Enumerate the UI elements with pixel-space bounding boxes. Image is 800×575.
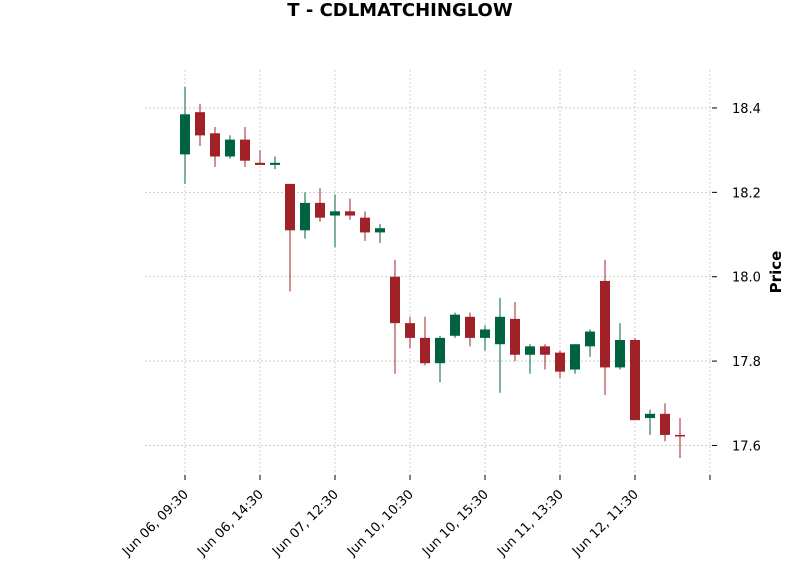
candles [180, 86, 685, 459]
candle-body-up [225, 139, 235, 157]
x-tick-label: Jun 07, 12:30 [269, 487, 342, 560]
candle-body-down [540, 346, 550, 355]
candle-body-down [255, 162, 265, 165]
x-tick-label: Jun 10, 15:30 [419, 487, 492, 560]
candle-body-down [405, 323, 415, 338]
candle-body-down [465, 316, 475, 338]
y-tick-label: 18.4 [732, 102, 761, 117]
candle-body-up [525, 346, 535, 355]
candle-body-down [315, 202, 325, 218]
candle-body-down [210, 133, 220, 157]
candle-body-up [495, 316, 505, 345]
x-tick-label: Jun 06, 14:30 [194, 487, 267, 560]
x-tick-label: Jun 11, 13:30 [494, 487, 567, 560]
candle-body-down [360, 217, 370, 233]
candle-body-down [510, 318, 520, 355]
candle-body-down [600, 280, 610, 368]
candle-body-up [300, 202, 310, 231]
candle-body-up [570, 344, 580, 370]
candle-body-up [480, 329, 490, 338]
x-tick-label: Jun 12, 11:30 [569, 487, 642, 560]
y-tick-label: 18.2 [732, 186, 761, 201]
candle-body-down [285, 183, 295, 231]
candle-body-up [435, 337, 445, 364]
x-tick-label: Jun 06, 09:30 [119, 487, 192, 560]
candle-body-down [390, 276, 400, 324]
candle-body-down [675, 434, 685, 437]
candle-body-down [660, 413, 670, 435]
y-tick-label: 18.0 [732, 271, 761, 286]
x-tick-label: Jun 10, 10:30 [344, 487, 417, 560]
candle-body-down [630, 340, 640, 421]
candle-body-down [240, 139, 250, 161]
candle-body-up [645, 413, 655, 419]
y-tick-label: 17.6 [732, 439, 761, 454]
grid-lines [145, 70, 712, 475]
axes: 17.6 17.8 18.0 18.2 18.4 Jun 06, 09:30 Jun 06,… [119, 102, 761, 560]
y-tick-label: 17.8 [732, 355, 761, 370]
candle-body-up [450, 314, 460, 336]
candle-body-up [375, 228, 385, 233]
candle-body-down [420, 337, 430, 364]
y-axis-label: Price [767, 251, 785, 294]
candle-body-down [345, 211, 355, 216]
candle-body-down [555, 352, 565, 372]
candle-body-up [615, 340, 625, 368]
candle-body-up [330, 211, 340, 216]
chart-title: T - CDLMATCHINGLOW [287, 0, 513, 21]
candle-body-down [195, 112, 205, 136]
candle-body-up [585, 331, 595, 347]
candle-body-up [180, 114, 190, 155]
candle-body-up [270, 162, 280, 165]
